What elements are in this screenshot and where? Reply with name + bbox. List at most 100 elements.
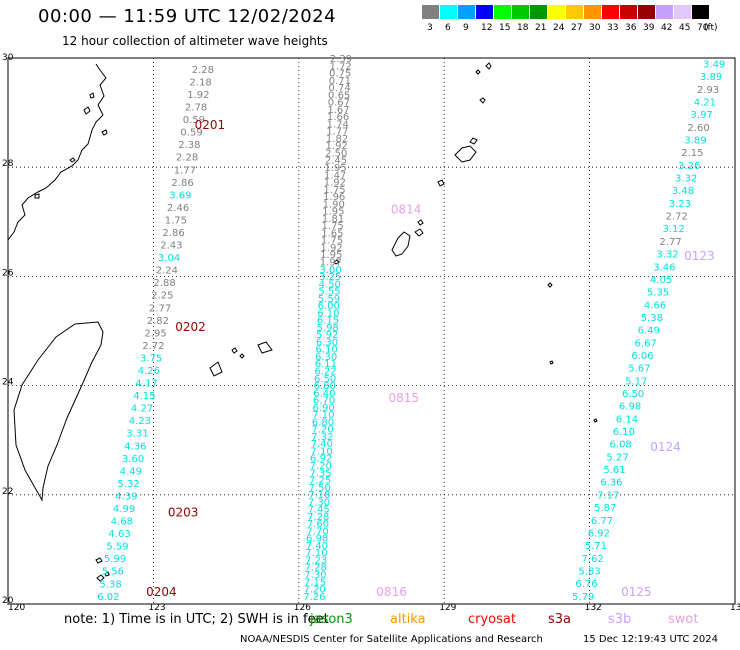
wave-height-value: 2.88 (153, 278, 175, 289)
satellite-legend-altika: altika (390, 612, 426, 627)
wave-height-value: 1.75 (322, 221, 344, 232)
wave-height-value: 3.89 (700, 72, 722, 83)
wave-height-value: 5.38 (99, 579, 121, 590)
pass-time-label: 0123 (684, 249, 715, 263)
generated-timestamp: 15 Dec 12:19:43 UTC 2024 (583, 634, 718, 645)
legend-tick-label: 15 (499, 23, 511, 33)
wave-height-value: 6.15 (317, 316, 339, 327)
wave-height-value: 5.87 (594, 503, 616, 514)
map-frame (7, 57, 736, 605)
wave-height-value: 1.90 (323, 199, 345, 210)
wave-height-value: 3.97 (691, 110, 713, 121)
wave-height-value: 3.26 (678, 161, 700, 172)
satellite-legend-cryosat: cryosat (468, 612, 516, 627)
wave-height-value: 6.40 (313, 388, 335, 399)
wave-height-value: 6.00 (318, 301, 340, 312)
axis-labels: 120 123 126 129 132 135 30 28 26 24 22 20 (2, 53, 740, 610)
wave-height-value: 2.72 (666, 212, 688, 223)
wave-height-value: 2.77 (659, 237, 681, 248)
wave-height-value: 1.75 (165, 216, 187, 227)
legend-swatch (530, 5, 547, 19)
wave-height-value: 3.49 (703, 60, 725, 71)
wave-height-value: 6.36 (600, 478, 622, 489)
wave-height-value: 3.12 (663, 224, 685, 235)
credit-text: NOAA/NESDIS Center for Satellite Applica… (240, 634, 543, 645)
wave-height-value: 6.77 (591, 516, 613, 527)
page-subtitle: 12 hour collection of altimeter wave hei… (62, 34, 328, 48)
wave-height-value: 1.81 (322, 214, 344, 225)
wave-height-value: 3.75 (140, 354, 162, 365)
wave-height-value: 4.23 (129, 416, 151, 427)
wave-height-value: 3.00 (319, 265, 341, 276)
longitude-label: 129 (439, 603, 456, 610)
wave-height-value: 1.72 (330, 61, 352, 72)
wave-height-value: 7.32 (311, 432, 333, 443)
wave-height-map[interactable]: 120123126129132135302826242220 2.282.181… (0, 0, 740, 610)
china-islands (34, 92, 108, 199)
wave-height-value: 4.21 (694, 98, 716, 109)
pass-time-label: 0816 (376, 585, 407, 599)
wave-height-value: 2.46 (167, 203, 189, 214)
wave-height-value: 2.39 (330, 54, 352, 65)
units-note: note: 1) Time is in UTC; 2) SWH is in fe… (64, 612, 329, 627)
wave-height-value: 5.38 (641, 313, 663, 324)
legend-unit-label: (ft) (704, 23, 718, 33)
wave-height-value: 0.67 (328, 98, 350, 109)
wave-height-value: 5.99 (104, 554, 126, 565)
wave-height-value: 7.30 (304, 570, 326, 581)
wave-height-value: 4.99 (113, 504, 135, 515)
wave-height-value: 6.50 (314, 374, 336, 385)
wave-height-value: 2.25 (151, 291, 173, 302)
legend-swatch (620, 5, 637, 19)
luzon-strait-islands (95, 557, 110, 582)
wave-height-value: 4.26 (138, 366, 160, 377)
wave-height-value: 1.92 (187, 90, 209, 101)
wave-height-value: 4.50 (319, 279, 341, 290)
wave-height-value: 6.76 (575, 579, 597, 590)
sakishima-islands (209, 259, 598, 423)
legend-swatch (638, 5, 655, 19)
wave-height-value: 6.14 (616, 414, 638, 425)
wave-height-value: 5.92 (316, 330, 338, 341)
longitude-label: 120 (8, 603, 25, 610)
wave-height-value: 4.15 (133, 391, 155, 402)
wave-height-value: 1.92 (326, 141, 348, 152)
wave-height-value: 0.59 (183, 115, 205, 126)
wave-height-value: 2.45 (325, 156, 347, 167)
wave-height-value: 3.04 (158, 253, 180, 264)
kyushu-islands (454, 62, 492, 163)
wave-height-value: 3.48 (672, 186, 694, 197)
latitude-label: 26 (2, 268, 14, 278)
wave-height-value: 1.92 (320, 243, 342, 254)
wave-height-value: 3.69 (169, 190, 191, 201)
legend-tick-label: 12 (481, 23, 493, 33)
wave-height-value: 3.32 (675, 174, 697, 185)
legend-swatch (494, 5, 511, 19)
wave-height-value: 6.30 (315, 352, 337, 363)
legend-tick-label: 36 (625, 23, 637, 33)
satellite-legend-jason3: jason3 (310, 612, 353, 627)
wave-height-value: 6.08 (610, 440, 632, 451)
legend-swatch (566, 5, 583, 19)
wave-height-value: 7.20 (310, 461, 332, 472)
wave-height-value: 5.32 (117, 479, 139, 490)
coastlines (7, 62, 598, 582)
latitude-label: 30 (2, 53, 14, 63)
legend-tick-label: 42 (661, 23, 673, 33)
track-s3a: 2.282.181.922.780.590.592.382.281.772.86… (97, 65, 225, 603)
wave-height-value: 1.77 (326, 127, 348, 138)
wave-height-value: 5.59 (106, 542, 128, 553)
wave-height-value: 2.24 (156, 266, 178, 277)
pass-time-label: 0204 (146, 585, 177, 599)
legend-swatch (692, 5, 709, 19)
wave-height-value: 7.28 (307, 512, 329, 523)
wave-height-value: 7.35 (309, 468, 331, 479)
wave-height-value: 5.27 (606, 452, 628, 463)
legend-tick-label: 21 (535, 23, 547, 33)
page-title: 00:00 — 11:59 UTC 12/02/2024 (38, 6, 337, 27)
wave-height-value: 6.70 (313, 396, 335, 407)
wave-height-value: 5.56 (102, 567, 124, 578)
longitude-label: 132 (585, 603, 602, 610)
legend-swatch (548, 5, 565, 19)
legend-tick-label: 45 (679, 23, 691, 33)
